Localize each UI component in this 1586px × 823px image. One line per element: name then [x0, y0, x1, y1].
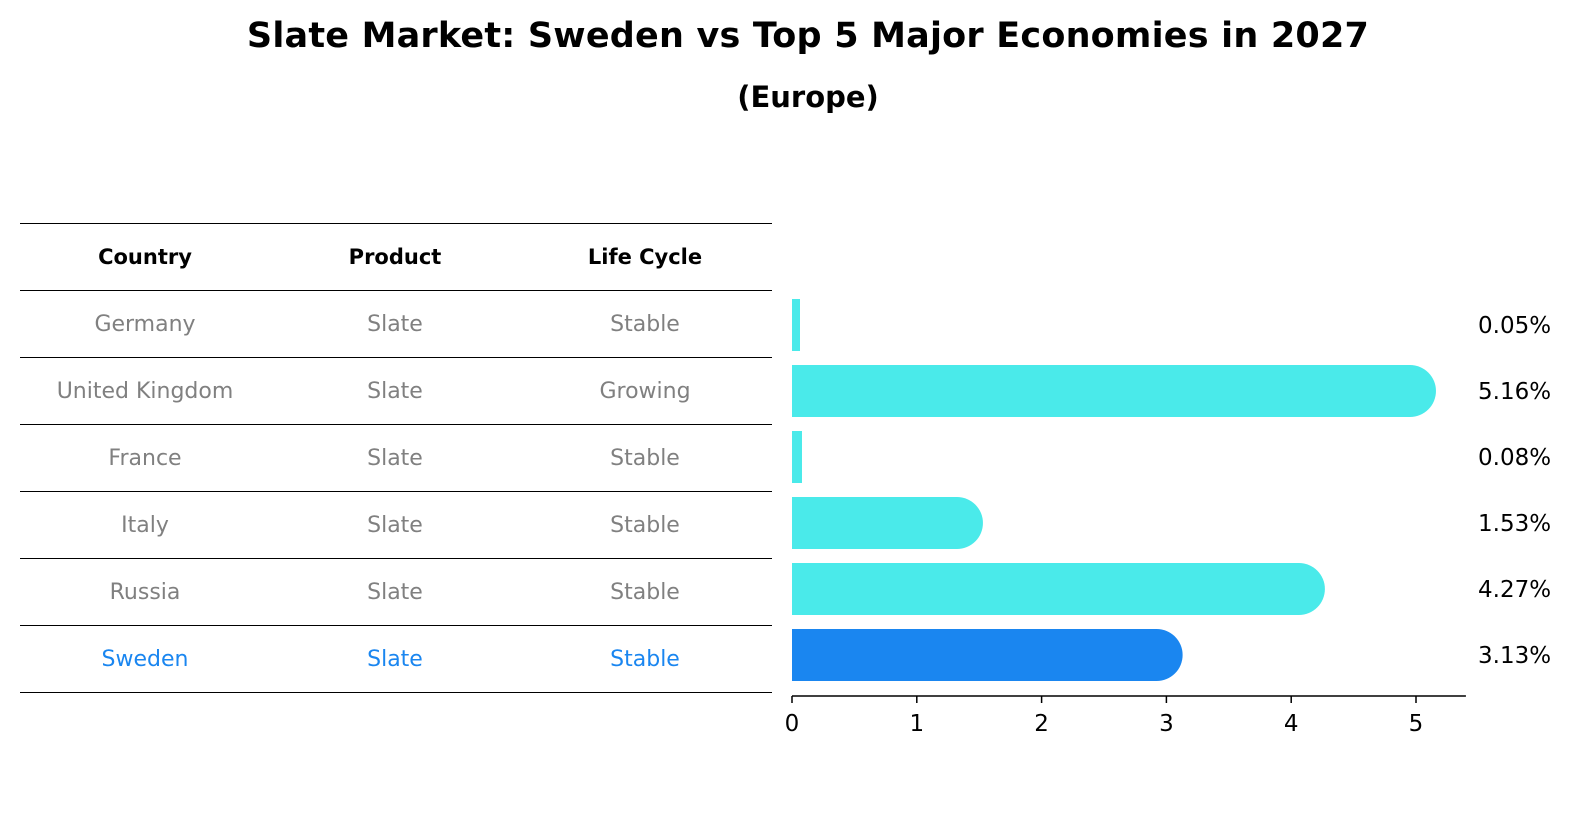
cell-product: Slate	[367, 646, 423, 672]
chart-title: Slate Market: Sweden vs Top 5 Major Econ…	[246, 16, 1370, 56]
header-product: Product	[348, 245, 442, 269]
x-tick-label: 5	[1409, 711, 1424, 737]
cell-product: Slate	[367, 579, 423, 605]
cell-product: Slate	[367, 378, 423, 404]
bar-value-label: 3.13%	[1478, 643, 1551, 669]
cell-country: Germany	[94, 311, 196, 337]
table-row: United Kingdom Slate Growing	[20, 358, 772, 425]
table-row: Italy Slate Stable	[20, 492, 772, 559]
x-tick-label: 3	[1159, 711, 1174, 737]
cell-life-cycle: Stable	[610, 311, 680, 337]
table-row: France Slate Stable	[20, 425, 772, 492]
bar-france	[792, 431, 802, 483]
table-header-row: Country Product Life Cycle	[20, 224, 772, 291]
cell-life-cycle: Growing	[599, 378, 691, 404]
header-life-cycle: Life Cycle	[587, 245, 703, 269]
country-table: Country Product Life Cycle Germany Slate…	[20, 223, 772, 693]
bar-germany	[792, 299, 800, 351]
cell-country: Italy	[121, 512, 169, 538]
x-tick-label: 4	[1284, 711, 1299, 737]
bar-value-label: 5.16%	[1478, 379, 1551, 405]
bar-value-label: 1.53%	[1478, 511, 1551, 537]
bar-value-label: 4.27%	[1478, 577, 1551, 603]
cell-life-cycle: Stable	[610, 512, 680, 538]
x-tick-label: 0	[785, 711, 800, 737]
table-row: Russia Slate Stable	[20, 559, 772, 626]
cell-life-cycle: Stable	[610, 579, 680, 605]
bar-italy	[792, 497, 983, 549]
cell-product: Slate	[367, 311, 423, 337]
bar-russia	[792, 563, 1325, 615]
cell-country: Russia	[109, 579, 181, 605]
table-row-highlight: Sweden Slate Stable	[20, 626, 772, 693]
header-country: Country	[98, 245, 192, 269]
bar-sweden	[792, 629, 1183, 681]
bar-value-label: 0.08%	[1478, 445, 1551, 471]
table-row: Germany Slate Stable	[20, 291, 772, 358]
cell-life-cycle: Stable	[610, 646, 680, 672]
chart-subtitle: (Europe)	[737, 80, 879, 114]
cell-product: Slate	[367, 445, 423, 471]
bar-united-kingdom	[792, 365, 1436, 417]
x-tick-label: 2	[1034, 711, 1049, 737]
cell-country: United Kingdom	[56, 378, 234, 404]
cell-product: Slate	[367, 512, 423, 538]
cell-life-cycle: Stable	[610, 445, 680, 471]
bar-value-label: 0.05%	[1478, 313, 1551, 339]
x-tick-label: 1	[909, 711, 924, 737]
cell-country: France	[108, 445, 182, 471]
cell-country: Sweden	[101, 646, 189, 672]
